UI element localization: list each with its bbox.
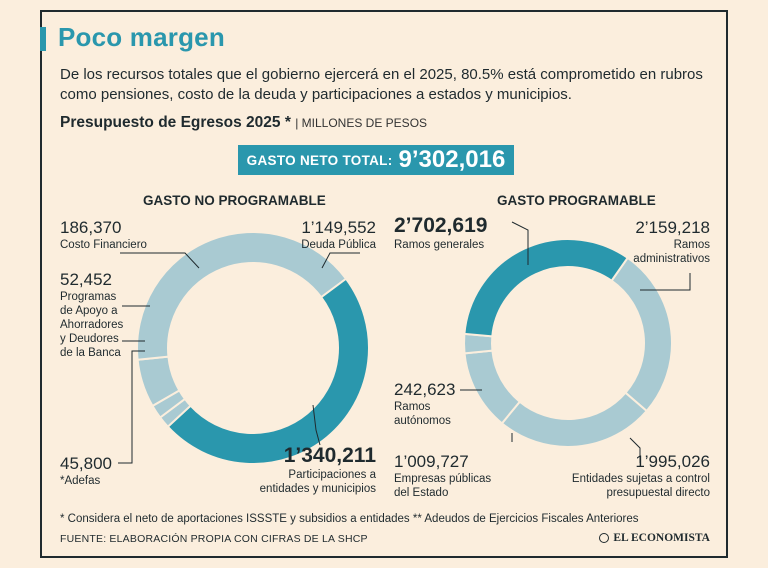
footnote: * Considera el neto de aportaciones ISSS… xyxy=(60,513,639,525)
leader-costo-financiero xyxy=(120,252,200,269)
label-costo-financiero: 186,370 Costo Financiero xyxy=(60,218,147,252)
text-participaciones-2: entidades y municipios xyxy=(259,483,376,495)
slice-ramos-generales xyxy=(463,238,630,338)
budget-label: Presupuesto de Egresos 2025 * xyxy=(60,114,291,131)
brand-logo: EL ECONOMISTA xyxy=(599,532,710,544)
text-apoyo-1: Programas xyxy=(60,291,117,303)
units-label: | MILLONES DE PESOS xyxy=(295,116,428,130)
leader-deuda-publica xyxy=(321,252,360,269)
value-apoyo: 52,452 xyxy=(60,270,112,289)
slice-entidades-control xyxy=(500,391,649,448)
source-note: FUENTE: ELABORACIÓN PROPIA CON CIFRAS DE… xyxy=(60,533,368,545)
value-participaciones: 1’340,211 xyxy=(283,444,376,467)
text-admin-1: Ramos xyxy=(673,239,710,251)
text-empresas-1: Empresas públicas xyxy=(394,473,492,485)
label-deuda-publica: 1’149,552 Deuda Pública xyxy=(260,218,376,252)
value-costo-financiero: 186,370 xyxy=(60,218,122,237)
budget-heading: Presupuesto de Egresos 2025 * | MILLONES… xyxy=(60,114,427,132)
text-empresas-2: del Estado xyxy=(394,487,449,499)
text-participaciones-1: Participaciones a xyxy=(288,469,376,481)
value-ramos-generales: 2’702,619 xyxy=(394,214,488,237)
brand-icon xyxy=(599,533,610,543)
text-costo-financiero: Costo Financiero xyxy=(60,239,147,251)
value-adefas: 45,800 xyxy=(60,454,112,473)
text-autonomos-2: autónomos xyxy=(394,415,451,427)
total-label: GASTO NETO TOTAL: xyxy=(246,152,393,168)
label-empresas-publicas: 1’009,727 Empresas públicas del Estado xyxy=(394,452,491,500)
leader-admin xyxy=(640,273,691,291)
text-autonomos-1: Ramos xyxy=(394,401,431,413)
donut-no-programable xyxy=(136,231,370,465)
label-apoyo-ahorradores: 52,452 Programas de Apoyo a Ahorradores … xyxy=(60,270,123,360)
total-banner: GASTO NETO TOTAL: 9’302,016 xyxy=(238,145,514,175)
text-admin-2: administrativos xyxy=(633,253,710,265)
text-apoyo-4: y Deudores xyxy=(60,333,119,345)
label-ramos-administrativos: 2’159,218 Ramos administrativos xyxy=(600,218,710,266)
value-ramos-administrativos: 2’159,218 xyxy=(635,218,710,237)
slice-ramos-administrativos xyxy=(610,256,673,413)
text-apoyo-2: de Apoyo a xyxy=(60,305,118,317)
value-empresas-publicas: 1’009,727 xyxy=(394,452,469,471)
label-ramos-autonomos: 242,623 Ramos autónomos xyxy=(394,380,455,428)
text-ramos-generales: Ramos generales xyxy=(394,239,485,251)
slice-apoyo-ahorradores xyxy=(151,389,187,419)
value-entidades-control: 1’995,026 xyxy=(635,452,710,471)
leader-entidades xyxy=(629,437,641,463)
text-entidades-2: presupuestal directo xyxy=(606,487,710,499)
slice-deuda-publica xyxy=(136,231,348,361)
label-participaciones: 1’340,211 Participaciones a entidades y … xyxy=(230,444,376,496)
subtitle: De los recursos totales que el gobierno … xyxy=(60,66,703,103)
title-accent-bar xyxy=(40,27,46,51)
donut-programable xyxy=(463,238,673,448)
chart-title-programable: GASTO PROGRAMABLE xyxy=(497,193,656,208)
label-adefas: 45,800 *Adefas xyxy=(60,454,112,488)
brand-name: EL ECONOMISTA xyxy=(613,532,710,544)
page-title: Poco margen xyxy=(58,22,225,52)
value-ramos-autonomos: 242,623 xyxy=(394,380,456,399)
leader-participaciones xyxy=(312,404,321,446)
slice-participaciones xyxy=(166,277,370,465)
label-entidades-control: 1’995,026 Entidades sujetas a control pr… xyxy=(560,452,710,500)
infographic-frame xyxy=(40,10,728,558)
text-apoyo-3: Ahorradores xyxy=(60,319,124,331)
text-apoyo-5: de la Banca xyxy=(60,347,121,359)
label-ramos-generales: 2’702,619 Ramos generales xyxy=(394,214,487,252)
text-adefas: *Adefas xyxy=(60,475,101,487)
leader-generales xyxy=(511,221,529,265)
value-deuda-publica: 1’149,552 xyxy=(301,218,376,237)
slice-empresas-publicas xyxy=(463,349,522,425)
text-entidades-1: Entidades sujetas a control xyxy=(571,473,710,485)
total-value: 9’302,016 xyxy=(398,146,506,173)
leader-adefas-b xyxy=(118,350,145,464)
leader-lines xyxy=(118,221,691,464)
text-deuda-publica: Deuda Pública xyxy=(301,239,376,251)
chart-title-no-programable: GASTO NO PROGRAMABLE xyxy=(143,193,326,208)
